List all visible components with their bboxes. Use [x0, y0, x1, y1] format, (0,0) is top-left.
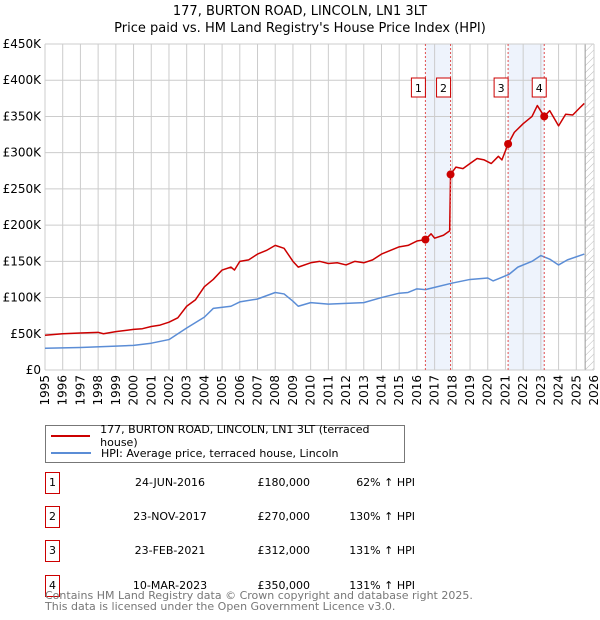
- y-tick-label: £50K: [10, 327, 42, 341]
- x-tick-label: 2026: [587, 375, 600, 406]
- x-tick-label: 2002: [162, 375, 176, 406]
- x-tick-label: 2025: [569, 375, 583, 406]
- footer-line: Contains HM Land Registry data © Crown c…: [45, 589, 473, 602]
- y-tick-label: £200K: [3, 218, 43, 232]
- legend-item-property: 177, BURTON ROAD, LINCOLN, LN1 3LT (terr…: [51, 423, 404, 449]
- y-tick-label: £300K: [3, 146, 43, 160]
- transaction-label: 3: [498, 82, 505, 95]
- x-tick-label: 1996: [56, 375, 70, 406]
- property-price-line: [44, 102, 585, 336]
- transaction-point: [446, 170, 455, 179]
- price-chart: 1995 1996 1997 1998 1999 2000 2001 2002 2003 2004…: [3, 37, 600, 406]
- x-tick-label: 2000: [127, 375, 141, 406]
- x-tick-label: 1998: [91, 375, 105, 406]
- y-tick-label: £450K: [3, 37, 43, 51]
- transaction-price: £270,000: [257, 510, 311, 523]
- y-tick-label: £100K: [3, 291, 43, 305]
- x-tick-label: 2023: [534, 375, 548, 406]
- chart-title: 177, BURTON ROAD, LINCOLN, LN1 3LT: [172, 4, 428, 19]
- x-tick-label: 2001: [144, 375, 158, 406]
- x-tick-label: 2016: [410, 375, 424, 406]
- transaction-marker: 3: [45, 540, 60, 562]
- x-tick-label: 1997: [73, 375, 87, 406]
- transaction-marker: 1: [45, 472, 60, 494]
- x-tick-label: 2011: [321, 375, 335, 406]
- forecast-hatch: [585, 44, 594, 370]
- transaction-point: [421, 235, 430, 244]
- hpi-line: [44, 253, 585, 350]
- x-tick-label: 2020: [481, 375, 495, 406]
- x-tick-label: 2008: [268, 375, 282, 406]
- shaded-range: [425, 44, 451, 370]
- x-tick-label: 2014: [374, 375, 388, 406]
- transaction-price: £312,000: [257, 544, 311, 557]
- x-tick-label: 1999: [109, 375, 123, 406]
- x-tick-label: 2022: [516, 375, 530, 406]
- legend-red-line: [51, 435, 91, 437]
- transaction-label-box: [493, 77, 509, 98]
- x-tick-label: 2018: [445, 375, 459, 406]
- transaction-price: £180,000: [257, 476, 311, 489]
- transaction-hpi: 131% ↑ HPI: [349, 544, 415, 557]
- legend: 177, BURTON ROAD, LINCOLN, LN1 3LT (terr…: [45, 423, 405, 463]
- x-tick-label: 2010: [304, 375, 318, 406]
- legend-item-hpi: HPI: Average price, terraced house, Linc…: [51, 445, 338, 461]
- transaction-point: [504, 139, 513, 148]
- x-tick-label: 2003: [180, 375, 194, 406]
- x-tick-label: 2009: [286, 375, 300, 406]
- transaction-hpi: 131% ↑ HPI: [349, 579, 415, 592]
- transaction-date: 10-MAR-2023: [132, 579, 208, 592]
- transaction-label-box: [410, 77, 426, 98]
- x-tick-label: 2007: [251, 375, 265, 406]
- x-tick-label: 2013: [357, 375, 371, 406]
- transaction-row: 2 23-NOV-2017 £270,000 130% ↑ HPI: [45, 506, 445, 528]
- x-tick-label: 2021: [498, 375, 512, 406]
- transaction-date: 23-FEB-2021: [134, 544, 206, 557]
- y-tick-label: £350K: [3, 109, 43, 123]
- x-tick-label: 2015: [392, 375, 406, 406]
- transaction-label-box: [531, 77, 547, 98]
- legend-blue-line: [51, 452, 91, 454]
- x-tick-label: 2017: [428, 375, 442, 406]
- x-tick-label: 2005: [215, 375, 229, 406]
- y-tick-label: £250K: [3, 182, 43, 196]
- transaction-hpi: 130% ↑ HPI: [349, 510, 415, 523]
- transaction-date: 23-NOV-2017: [133, 510, 207, 523]
- transaction-label: 4: [536, 82, 543, 95]
- transaction-row: 4 10-MAR-2023 £350,000 131% ↑ HPI: [45, 575, 445, 597]
- transaction-price: £350,000: [257, 579, 311, 592]
- y-tick-label: £0: [26, 363, 41, 377]
- transaction-marker: 2: [45, 506, 60, 528]
- transaction-row: 3 23-FEB-2021 £312,000 131% ↑ HPI: [45, 540, 445, 562]
- legend-label: HPI: Average price, terraced house, Linc…: [101, 446, 339, 460]
- transaction-hpi: 62% ↑ HPI: [356, 476, 415, 489]
- transaction-marker: 4: [45, 575, 60, 597]
- x-tick-label: 1995: [38, 375, 52, 406]
- x-tick-label: 2024: [552, 375, 566, 406]
- y-tick-label: £150K: [3, 254, 43, 268]
- y-tick-label: £400K: [3, 73, 43, 87]
- transaction-row: 1 24-JUN-2016 £180,000 62% ↑ HPI: [45, 472, 445, 494]
- x-tick-label: 2012: [339, 375, 353, 406]
- chart-subtitle: Price paid vs. HM Land Registry's House …: [114, 21, 486, 36]
- footer-line: This data is licensed under the Open Gov…: [45, 600, 396, 613]
- x-tick-label: 2004: [197, 375, 211, 406]
- transaction-label-box: [436, 77, 452, 98]
- transaction-label: 2: [440, 82, 447, 95]
- x-tick-label: 2019: [463, 375, 477, 406]
- x-tick-label: 2006: [233, 375, 247, 406]
- transaction-date: 24-JUN-2016: [134, 476, 206, 489]
- transaction-label: 1: [415, 82, 422, 95]
- transaction-point: [540, 112, 549, 121]
- footer: Contains HM Land Registry data © Crown c…: [45, 590, 473, 612]
- legend-label: 177, BURTON ROAD, LINCOLN, LN1 3LT (terr…: [100, 423, 370, 449]
- shaded-range: [508, 44, 545, 370]
